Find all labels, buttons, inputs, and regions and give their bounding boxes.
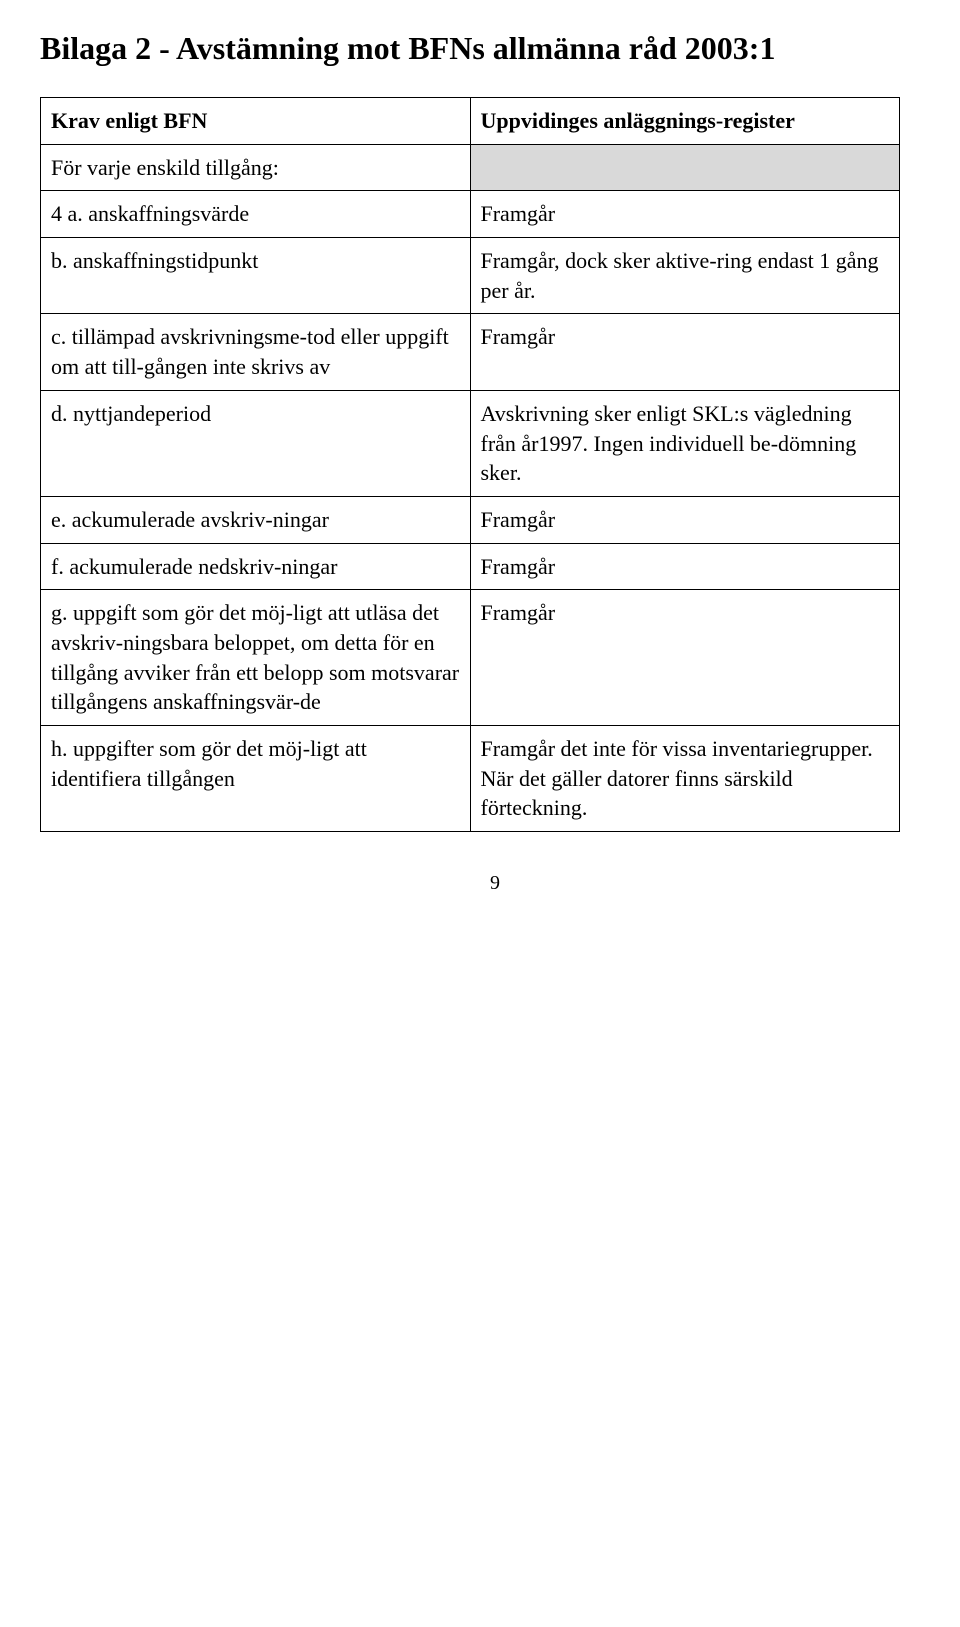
table-subheader-row: För varje enskild tillgång: <box>41 144 900 191</box>
table-row: h. uppgifter som gör det möj-ligt att id… <box>41 726 900 832</box>
subheader-left: För varje enskild tillgång: <box>41 144 471 191</box>
page-title: Bilaga 2 - Avstämning mot BFNs allmänna … <box>40 30 950 67</box>
cell-left: d. nyttjandeperiod <box>41 390 471 496</box>
cell-right: Framgår <box>470 590 900 726</box>
cell-right: Framgår, dock sker aktive-ring endast 1 … <box>470 238 900 314</box>
cell-left: h. uppgifter som gör det möj-ligt att id… <box>41 726 471 832</box>
cell-left: 4 a. anskaffningsvärde <box>41 191 471 238</box>
page-number: 9 <box>40 872 950 895</box>
cell-right: Avskrivning sker enligt SKL:s vägledning… <box>470 390 900 496</box>
header-left: Krav enligt BFN <box>41 98 471 145</box>
cell-left: b. anskaffningstidpunkt <box>41 238 471 314</box>
table-row: 4 a. anskaffningsvärde Framgår <box>41 191 900 238</box>
table-row: e. ackumulerade avskriv-ningar Framgår <box>41 496 900 543</box>
cell-left: e. ackumulerade avskriv-ningar <box>41 496 471 543</box>
table-row: d. nyttjandeperiod Avskrivning sker enli… <box>41 390 900 496</box>
table-row: c. tillämpad avskrivningsme-tod eller up… <box>41 314 900 390</box>
cell-right: Framgår <box>470 496 900 543</box>
table-header-row: Krav enligt BFN Uppvidinges anläggnings-… <box>41 98 900 145</box>
subheader-right <box>470 144 900 191</box>
cell-right: Framgår det inte för vissa inventariegru… <box>470 726 900 832</box>
cell-left: c. tillämpad avskrivningsme-tod eller up… <box>41 314 471 390</box>
cell-right: Framgår <box>470 191 900 238</box>
cell-left: f. ackumulerade nedskriv-ningar <box>41 543 471 590</box>
comparison-table: Krav enligt BFN Uppvidinges anläggnings-… <box>40 97 900 832</box>
table-row: g. uppgift som gör det möj-ligt att utlä… <box>41 590 900 726</box>
table-row: f. ackumulerade nedskriv-ningar Framgår <box>41 543 900 590</box>
cell-right: Framgår <box>470 314 900 390</box>
header-right: Uppvidinges anläggnings-register <box>470 98 900 145</box>
cell-left: g. uppgift som gör det möj-ligt att utlä… <box>41 590 471 726</box>
cell-right: Framgår <box>470 543 900 590</box>
table-row: b. anskaffningstidpunkt Framgår, dock sk… <box>41 238 900 314</box>
